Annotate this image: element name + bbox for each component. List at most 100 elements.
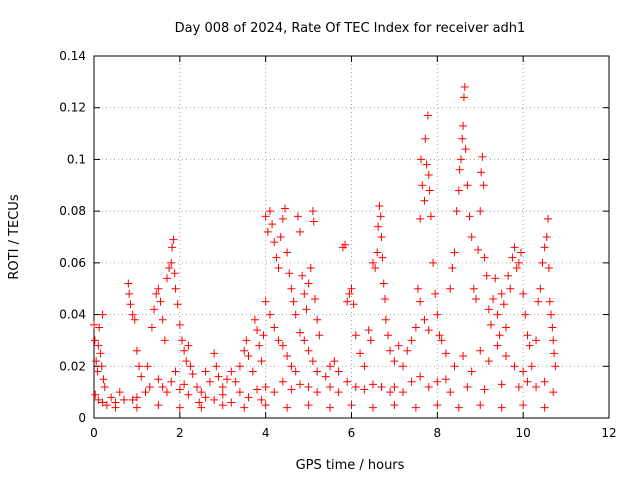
data-point <box>218 390 227 399</box>
data-point <box>173 300 182 309</box>
x-tick-label: 8 <box>434 426 442 440</box>
data-point <box>287 284 296 293</box>
data-point <box>218 401 227 410</box>
data-point <box>345 289 354 298</box>
data-point <box>227 367 236 376</box>
data-point <box>309 217 318 226</box>
data-point <box>459 121 468 130</box>
data-point <box>150 305 159 314</box>
data-point <box>306 264 315 273</box>
data-point <box>425 186 434 195</box>
data-point <box>525 341 534 350</box>
data-point <box>435 331 444 340</box>
data-point <box>347 284 356 293</box>
chart-title: Day 008 of 2024, Rate Of TEC Index for r… <box>175 21 526 36</box>
data-point <box>274 264 283 273</box>
data-point <box>111 403 120 412</box>
data-point <box>283 403 292 412</box>
data-point <box>304 382 313 391</box>
data-point <box>94 395 103 404</box>
data-point <box>519 367 528 376</box>
data-point <box>351 331 360 340</box>
data-point <box>124 279 133 288</box>
data-point <box>261 401 270 410</box>
data-point <box>551 362 560 371</box>
y-axis-label: ROTI / TECUs <box>7 194 22 279</box>
data-point <box>386 346 395 355</box>
data-point <box>534 297 543 306</box>
data-point <box>421 134 430 143</box>
data-point <box>128 395 137 404</box>
data-point <box>250 315 259 324</box>
data-point <box>270 238 279 247</box>
data-point <box>182 357 191 366</box>
data-point <box>253 385 262 394</box>
y-tick-label: 0.1 <box>67 152 86 166</box>
data-point <box>532 336 541 345</box>
data-point <box>308 207 317 216</box>
data-point <box>268 220 277 229</box>
data-point <box>242 336 251 345</box>
data-point <box>218 382 227 391</box>
data-point <box>97 362 106 371</box>
data-point <box>521 310 530 319</box>
data-point <box>377 382 386 391</box>
data-point <box>235 362 244 371</box>
data-point <box>93 367 102 376</box>
data-point <box>548 323 557 332</box>
data-point <box>407 336 416 345</box>
data-point <box>313 388 322 397</box>
data-point <box>545 297 554 306</box>
data-point <box>334 367 343 376</box>
data-point <box>210 349 219 358</box>
data-point <box>270 388 279 397</box>
data-point <box>302 305 311 314</box>
data-point <box>502 323 510 332</box>
data-point <box>374 222 383 231</box>
data-point <box>512 264 521 273</box>
data-point <box>477 168 486 177</box>
data-point <box>495 331 504 340</box>
data-point <box>508 253 517 262</box>
x-axis: 0 2 4 6 8 10 12 <box>90 56 617 440</box>
data-point <box>321 372 330 381</box>
data-point <box>461 145 470 154</box>
y-tick-label: 0 <box>78 411 86 425</box>
data-point <box>158 315 167 324</box>
data-point <box>420 315 429 324</box>
data-point <box>390 382 399 391</box>
data-point <box>351 382 360 391</box>
data-point <box>283 248 292 257</box>
data-point <box>300 289 309 298</box>
x-tick-label: 0 <box>90 426 98 440</box>
data-point <box>98 398 107 407</box>
data-point <box>452 207 461 216</box>
data-point <box>424 170 433 179</box>
data-point <box>132 346 141 355</box>
data-point <box>313 367 322 376</box>
data-point <box>390 401 399 410</box>
data-point <box>99 375 108 384</box>
data-point <box>90 336 99 345</box>
data-point <box>343 377 352 386</box>
data-point <box>460 83 469 92</box>
data-point <box>544 214 553 223</box>
data-point <box>261 297 270 306</box>
data-point <box>289 297 298 306</box>
data-point <box>90 320 98 329</box>
data-point <box>143 362 152 371</box>
data-point <box>441 349 450 358</box>
data-point <box>98 310 107 319</box>
data-point <box>326 382 335 391</box>
data-point <box>455 165 464 174</box>
data-point <box>296 227 304 236</box>
data-point <box>186 362 195 371</box>
data-point <box>210 395 219 404</box>
data-point <box>334 388 343 397</box>
data-point <box>360 385 369 394</box>
data-point <box>517 248 526 257</box>
data-point <box>493 341 502 350</box>
data-point <box>371 264 380 273</box>
data-point <box>454 403 463 412</box>
x-tick-label: 12 <box>601 426 616 440</box>
